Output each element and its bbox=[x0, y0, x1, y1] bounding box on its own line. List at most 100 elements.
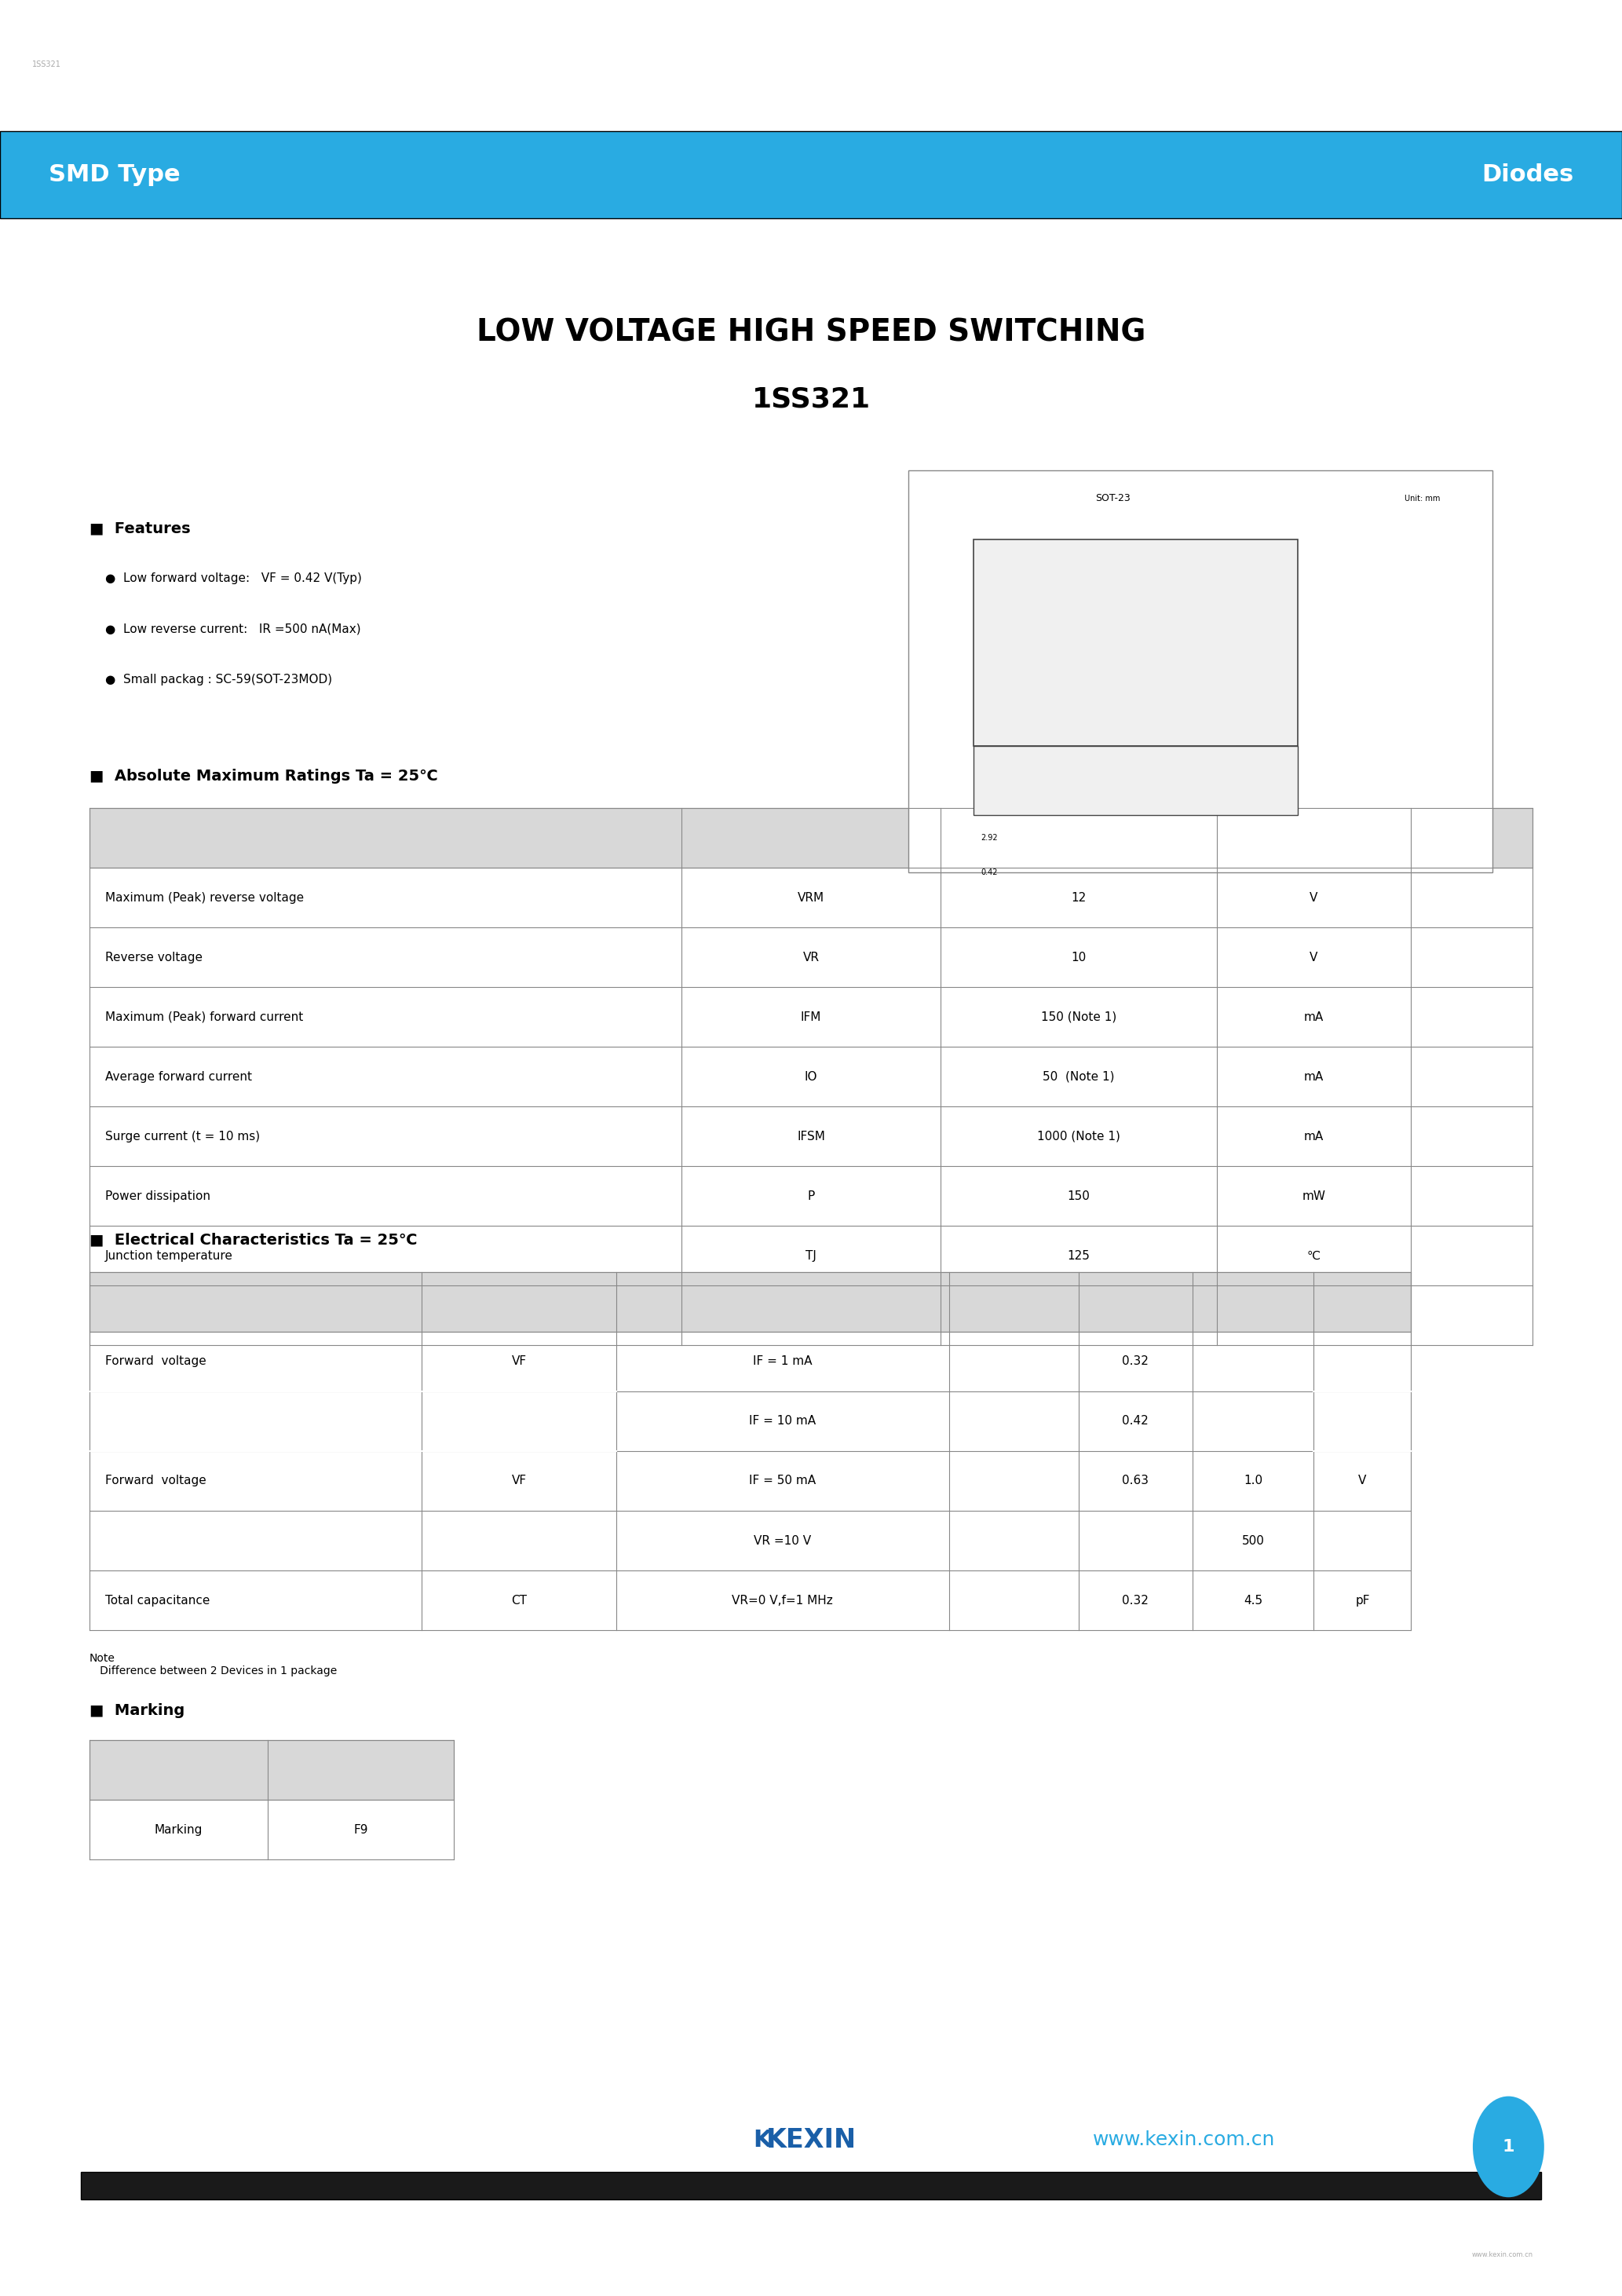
Text: Rating: Rating bbox=[1056, 831, 1101, 845]
FancyBboxPatch shape bbox=[973, 540, 1298, 746]
Text: 0.32: 0.32 bbox=[1122, 1355, 1148, 1368]
Text: Maximum (Peak) forward current: Maximum (Peak) forward current bbox=[105, 1010, 303, 1024]
Text: Min: Min bbox=[1001, 1295, 1027, 1309]
Text: 125: 125 bbox=[1067, 1249, 1090, 1263]
Text: IFM: IFM bbox=[801, 1010, 821, 1024]
Text: KEXIN: KEXIN bbox=[766, 2126, 856, 2154]
FancyBboxPatch shape bbox=[89, 1272, 1411, 1332]
Text: SOT-23: SOT-23 bbox=[1095, 494, 1131, 503]
Text: VF: VF bbox=[511, 1355, 527, 1368]
Text: mA: mA bbox=[1304, 1010, 1324, 1024]
FancyBboxPatch shape bbox=[89, 1451, 1411, 1511]
FancyBboxPatch shape bbox=[89, 1047, 1533, 1107]
Text: IF = 50 mA: IF = 50 mA bbox=[749, 1474, 816, 1488]
Text: Unit: Unit bbox=[1348, 1295, 1377, 1309]
Text: 12: 12 bbox=[1071, 891, 1087, 905]
Text: Note
   Difference between 2 Devices in 1 package: Note Difference between 2 Devices in 1 p… bbox=[89, 1653, 337, 1676]
FancyBboxPatch shape bbox=[1314, 1391, 1411, 1570]
Text: VF: VF bbox=[511, 1474, 527, 1488]
FancyBboxPatch shape bbox=[89, 1391, 1411, 1451]
Text: ℃: ℃ bbox=[1307, 1309, 1320, 1322]
Text: V: V bbox=[1358, 1414, 1367, 1428]
Text: pF: pF bbox=[1356, 1593, 1369, 1607]
FancyBboxPatch shape bbox=[89, 1226, 1533, 1286]
Text: 2.92: 2.92 bbox=[981, 833, 998, 843]
Text: Conditions: Conditions bbox=[746, 1295, 819, 1309]
Text: mA: mA bbox=[1304, 1070, 1324, 1084]
Text: ■  Absolute Maximum Ratings Ta = 25℃: ■ Absolute Maximum Ratings Ta = 25℃ bbox=[89, 769, 438, 783]
Text: Storage temperature range: Storage temperature range bbox=[105, 1309, 271, 1322]
FancyBboxPatch shape bbox=[89, 1332, 1411, 1391]
Text: IO: IO bbox=[805, 1070, 817, 1084]
Text: ℃: ℃ bbox=[1307, 1249, 1320, 1263]
Text: ■  Marking: ■ Marking bbox=[89, 1704, 185, 1717]
Text: Maximum (Peak) reverse voltage: Maximum (Peak) reverse voltage bbox=[105, 891, 305, 905]
Text: VR=0 V,f=1 MHz: VR=0 V,f=1 MHz bbox=[732, 1593, 834, 1607]
Text: 0.42: 0.42 bbox=[1122, 1414, 1148, 1428]
FancyBboxPatch shape bbox=[89, 987, 1533, 1047]
Text: Tstg: Tstg bbox=[800, 1309, 822, 1322]
Text: TJ: TJ bbox=[806, 1249, 816, 1263]
Text: 1SS321: 1SS321 bbox=[32, 60, 62, 69]
FancyBboxPatch shape bbox=[422, 1391, 616, 1570]
Text: Power dissipation: Power dissipation bbox=[105, 1189, 211, 1203]
Text: 1000 (Note 1): 1000 (Note 1) bbox=[1036, 1130, 1121, 1143]
Text: ●  Small packag : SC-59(SOT-23MOD): ● Small packag : SC-59(SOT-23MOD) bbox=[105, 673, 333, 687]
FancyBboxPatch shape bbox=[89, 1107, 1533, 1166]
Text: -55 to +125: -55 to +125 bbox=[1043, 1309, 1114, 1322]
Text: 0.42: 0.42 bbox=[981, 868, 998, 877]
Text: P: P bbox=[808, 1189, 814, 1203]
Text: IR: IR bbox=[513, 1534, 526, 1548]
Text: V: V bbox=[1309, 891, 1319, 905]
FancyBboxPatch shape bbox=[89, 808, 1533, 868]
FancyBboxPatch shape bbox=[81, 2172, 1541, 2200]
Text: ●  Low forward voltage:   VF = 0.42 V(Typ): ● Low forward voltage: VF = 0.42 V(Typ) bbox=[105, 572, 362, 585]
FancyBboxPatch shape bbox=[973, 746, 1298, 815]
Text: Forward  voltage: Forward voltage bbox=[105, 1474, 206, 1488]
FancyBboxPatch shape bbox=[89, 1511, 1411, 1570]
Text: V: V bbox=[1358, 1474, 1367, 1488]
Text: 1SS321: 1SS321 bbox=[751, 386, 871, 413]
Text: Unit: mm: Unit: mm bbox=[1405, 494, 1440, 503]
Text: mA: mA bbox=[1304, 1130, 1324, 1143]
Text: Surge current (t = 10 ms): Surge current (t = 10 ms) bbox=[105, 1130, 260, 1143]
Text: F9: F9 bbox=[354, 1823, 368, 1837]
Text: ■  Electrical Characteristics Ta = 25℃: ■ Electrical Characteristics Ta = 25℃ bbox=[89, 1233, 417, 1247]
Text: VR =10 V: VR =10 V bbox=[754, 1534, 811, 1548]
Text: Reverse current: Reverse current bbox=[105, 1534, 201, 1548]
Text: Typ: Typ bbox=[1124, 1295, 1147, 1309]
Text: Diodes: Diodes bbox=[1481, 163, 1573, 186]
Text: www.kexin.com.cn: www.kexin.com.cn bbox=[1093, 2131, 1275, 2149]
Text: ■  Features: ■ Features bbox=[89, 521, 190, 535]
Text: www.kexin.com.cn: www.kexin.com.cn bbox=[1471, 2250, 1533, 2259]
Text: V: V bbox=[1309, 951, 1319, 964]
FancyBboxPatch shape bbox=[89, 1391, 422, 1570]
Text: 1: 1 bbox=[1502, 2140, 1515, 2154]
Text: Unit: Unit bbox=[1299, 831, 1328, 845]
Text: Junction temperature: Junction temperature bbox=[105, 1249, 234, 1263]
Text: Note
   Unit Rating.Total rating = Unit Rating × 1.5: Note Unit Rating.Total rating = Unit Rat… bbox=[89, 1364, 336, 1387]
Circle shape bbox=[1473, 2096, 1544, 2197]
Text: Forward  voltage: Forward voltage bbox=[105, 1355, 206, 1368]
Text: SMD Type: SMD Type bbox=[49, 163, 180, 186]
Text: 150 (Note 1): 150 (Note 1) bbox=[1041, 1010, 1116, 1024]
Text: 0.32: 0.32 bbox=[1122, 1593, 1148, 1607]
Text: 10: 10 bbox=[1071, 951, 1087, 964]
Text: CT: CT bbox=[511, 1593, 527, 1607]
Text: IF = 10 mA: IF = 10 mA bbox=[749, 1414, 816, 1428]
FancyBboxPatch shape bbox=[89, 1286, 1533, 1345]
Text: 150: 150 bbox=[1067, 1189, 1090, 1203]
Text: Symbol: Symbol bbox=[787, 831, 835, 845]
Text: Symbol: Symbol bbox=[495, 1295, 543, 1309]
Text: ●  Low reverse current:   IR =500 nA(Max): ● Low reverse current: IR =500 nA(Max) bbox=[105, 622, 362, 636]
Text: K: K bbox=[753, 2128, 772, 2151]
Text: 500: 500 bbox=[1242, 1534, 1264, 1548]
Text: LOW VOLTAGE HIGH SPEED SWITCHING: LOW VOLTAGE HIGH SPEED SWITCHING bbox=[477, 319, 1145, 347]
Text: Average forward current: Average forward current bbox=[105, 1070, 253, 1084]
Text: Reverse voltage: Reverse voltage bbox=[105, 951, 203, 964]
FancyBboxPatch shape bbox=[1236, 746, 1262, 781]
Text: Marking: Marking bbox=[154, 1823, 203, 1837]
Text: IF = 1 mA: IF = 1 mA bbox=[753, 1355, 813, 1368]
FancyBboxPatch shape bbox=[89, 1740, 454, 1800]
Text: 0.63: 0.63 bbox=[1122, 1474, 1148, 1488]
